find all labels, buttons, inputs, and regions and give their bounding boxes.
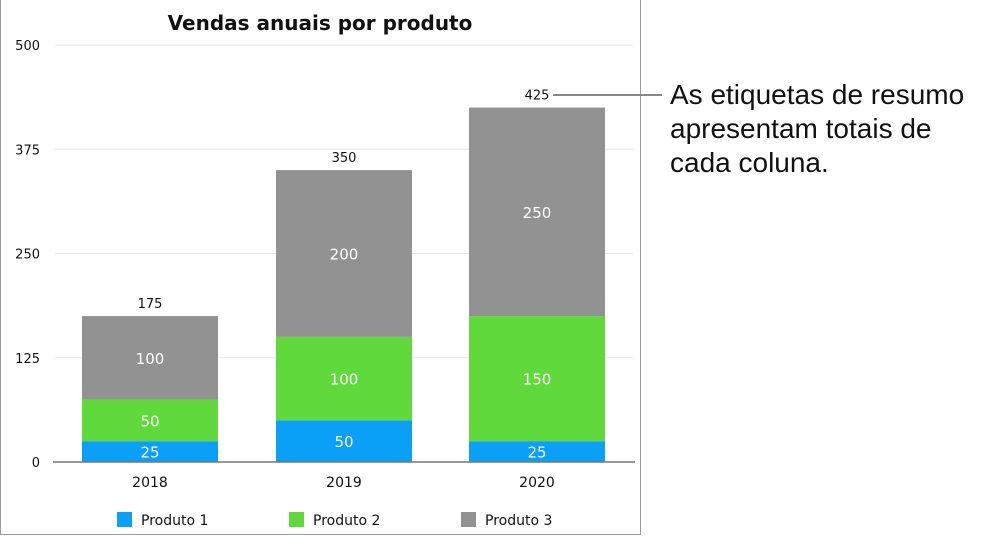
bar-segment (276, 336, 412, 421)
chart-title: Vendas anuais por produto (168, 11, 473, 35)
y-tick-label: 0 (32, 456, 40, 471)
bar-segment (82, 399, 218, 442)
data-label: 25 (527, 444, 546, 462)
data-label: 50 (140, 412, 159, 430)
total-label: 350 (332, 151, 357, 166)
y-tick-label: 375 (15, 143, 40, 158)
bar-segment (82, 441, 218, 462)
data-label: 200 (330, 246, 359, 264)
legend-swatch (117, 512, 132, 527)
total-label: 175 (138, 297, 163, 312)
data-label: 25 (140, 444, 159, 462)
annotation-text: As etiquetas de resumo apresentam totais… (670, 79, 965, 178)
x-tick-label: 2020 (519, 475, 555, 491)
bar-segment (276, 420, 412, 462)
data-label: 250 (523, 204, 552, 222)
bar-segment (469, 316, 605, 442)
data-label: 100 (136, 350, 165, 368)
data-label: 150 (523, 371, 552, 389)
total-label: 425 (525, 89, 550, 104)
bar-segment (276, 170, 412, 337)
x-tick-label: 2019 (326, 475, 362, 491)
bar-segment (469, 107, 605, 317)
legend-label: Produto 1 (141, 513, 208, 529)
legend-label: Produto 2 (313, 513, 380, 529)
data-label: 100 (330, 371, 359, 389)
legend-swatch (461, 512, 476, 527)
bar-segment (469, 441, 605, 462)
legend-swatch (289, 512, 304, 527)
y-tick-label: 125 (15, 352, 40, 367)
bar-segment (82, 316, 218, 400)
chart-frame (0, 0, 641, 535)
y-tick-label: 500 (15, 39, 40, 54)
y-tick-label: 250 (15, 248, 40, 263)
legend-label: Produto 3 (485, 513, 552, 529)
x-tick-label: 2018 (132, 475, 168, 491)
data-label: 50 (334, 433, 353, 451)
